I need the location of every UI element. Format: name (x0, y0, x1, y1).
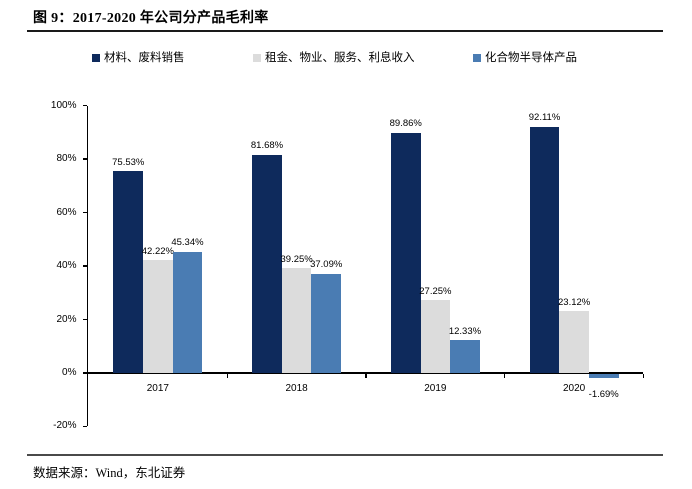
y-axis-tick-label: 80% (56, 153, 77, 165)
bar (113, 171, 144, 373)
legend-label: 材料、废料销售 (104, 52, 185, 64)
y-axis-tick (83, 372, 88, 374)
y-axis-tick (83, 211, 88, 214)
bar-value-label: 81.68% (250, 140, 284, 152)
x-axis-tick (642, 373, 645, 378)
y-axis-tick-label: 40% (56, 260, 77, 272)
bar (390, 132, 421, 373)
bar (143, 260, 173, 373)
bar-value-label: 75.53% (112, 156, 145, 168)
figure-title: 图 9：2017-2020 年公司分产品毛利率 (33, 11, 269, 26)
y-axis-tick (83, 158, 88, 160)
x-axis-category-label: 2020 (563, 383, 586, 394)
legend-swatch (253, 54, 261, 62)
x-axis-tick (365, 373, 367, 378)
y-axis-tick-label: 100% (50, 99, 77, 111)
y-axis-line (87, 105, 89, 427)
bar-value-label: 92.11% (528, 112, 561, 124)
bar-value-label: 45.34% (171, 237, 204, 249)
bar-value-label: 39.25% (280, 253, 313, 265)
legend-item: 材料、废料销售 (92, 52, 185, 64)
x-axis-line (87, 372, 644, 374)
bar (559, 311, 589, 373)
y-axis-tick (83, 105, 88, 107)
y-axis-tick-label: 20% (56, 313, 77, 325)
bar-value-label: 23.12% (558, 296, 591, 308)
bar (529, 126, 560, 373)
y-axis-tick (83, 265, 88, 267)
legend-label: 化合物半导体产品 (485, 52, 577, 64)
bar (172, 251, 203, 373)
legend-swatch (92, 54, 100, 62)
bar (420, 300, 451, 373)
x-axis-tick (226, 373, 228, 378)
legend-label: 租金、物业、服务、利息收入 (265, 52, 415, 64)
bar (588, 373, 619, 379)
x-axis-category-label: 2019 (424, 383, 447, 394)
bar-value-label: 12.33% (448, 325, 482, 337)
y-axis-tick (83, 425, 88, 428)
bar-value-label: -1.69% (588, 388, 619, 400)
bar (252, 154, 282, 373)
bar (311, 273, 342, 373)
y-axis-tick (83, 318, 88, 321)
x-axis-category-label: 2017 (146, 383, 169, 394)
title-underline (27, 30, 663, 32)
bar-value-label: 89.86% (389, 118, 422, 130)
y-axis-tick-label: 0% (62, 367, 77, 378)
legend-item: 化合物半导体产品 (473, 52, 577, 64)
x-axis-tick (504, 373, 506, 378)
bar-value-label: 42.22% (141, 245, 174, 257)
y-axis-tick-label: 60% (56, 206, 77, 218)
x-axis-category-label: 2018 (285, 383, 308, 394)
legend-swatch (473, 54, 481, 62)
y-axis-tick-label: -20% (53, 420, 77, 432)
source-divider-line (27, 454, 663, 456)
bar (281, 268, 312, 373)
bar-value-label: 27.25% (419, 285, 452, 297)
figure-source: 数据来源：Wind，东北证券 (33, 466, 186, 480)
bar-value-label: 37.09% (310, 259, 343, 271)
bar (450, 340, 480, 373)
legend-item: 租金、物业、服务、利息收入 (253, 52, 415, 64)
